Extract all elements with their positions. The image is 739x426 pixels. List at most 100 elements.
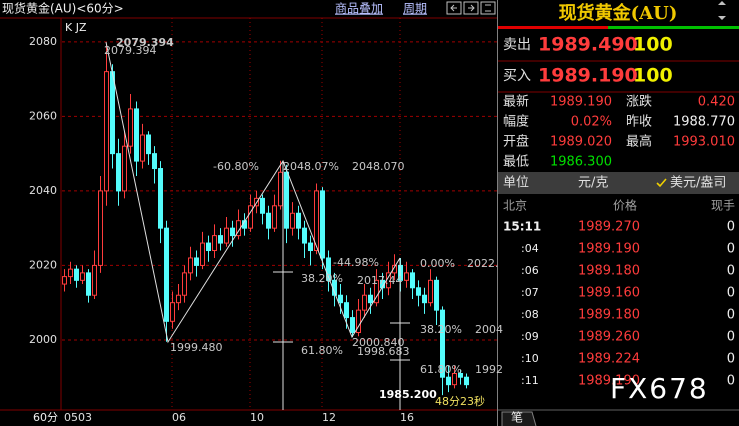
unit-bar [498, 172, 739, 194]
candle-body [92, 264, 97, 296]
buy-label: 买入 [503, 68, 531, 84]
candle-body [296, 212, 301, 229]
candle-body [98, 190, 103, 266]
unit-label: 单位 [503, 176, 529, 191]
candle-body [320, 190, 325, 259]
tick-qty: 0 [727, 242, 735, 257]
nav-buttons[interactable] [446, 1, 496, 15]
candle-body [416, 287, 421, 296]
stat-value: 1989.190 [550, 95, 612, 110]
tab-label[interactable]: 笔 [511, 410, 523, 425]
annotation: 1999.480 [170, 341, 223, 354]
candle-body [392, 264, 397, 274]
tick-price: 1989.224 [578, 352, 640, 367]
annotation: 2000.840 [352, 336, 405, 349]
candle-body [164, 227, 169, 322]
y-tick-label: 2080 [29, 35, 57, 48]
check[interactable] [656, 178, 667, 188]
stat-value: 0.02% [571, 115, 612, 130]
stat-label: 涨跌 [626, 94, 652, 110]
zigzag [105, 41, 410, 410]
unit-option[interactable]: 美元/盎司 [670, 176, 726, 191]
sell-qty: 100 [633, 34, 673, 56]
candle-body [278, 171, 283, 207]
annotation: 1992 [475, 363, 503, 376]
overlay-button[interactable]: 商品叠加 [335, 1, 383, 16]
candle-body [422, 294, 427, 304]
candle-body [182, 272, 187, 296]
candle-body [134, 108, 139, 162]
tick-qty: 0 [727, 308, 735, 323]
stat-label: 最新 [503, 94, 529, 110]
annotation: -60.80% [213, 160, 259, 173]
stat-label: 开盘 [503, 134, 529, 150]
annotation: 38.20% [420, 323, 462, 336]
stat-value: 1989.020 [550, 135, 612, 150]
tick-time: :06 [521, 264, 539, 277]
candle-body [446, 376, 451, 386]
unit-option[interactable]: 元/克 [578, 176, 608, 191]
candle-body [326, 257, 331, 281]
tick-time: :11 [521, 374, 539, 387]
col-head: 价格 [613, 198, 637, 213]
y-tick-label: 2020 [29, 258, 57, 271]
candle-body [410, 272, 415, 289]
tick-price: 1989.190 [578, 242, 640, 257]
candle-body [248, 205, 253, 229]
candle-body [68, 268, 73, 278]
tick-price: 1989.180 [578, 264, 640, 279]
color-strip [608, 26, 739, 29]
stat-label: 最低 [503, 155, 529, 170]
tick-time: :04 [521, 242, 539, 255]
stat-label: 昨收 [626, 115, 652, 130]
candle-body [128, 108, 133, 147]
annotation: -44.98% [333, 256, 379, 269]
candle-body [104, 71, 109, 192]
scroll-arrows[interactable] [718, 1, 726, 20]
candle-body [116, 153, 121, 192]
tick-qty: 0 [727, 220, 735, 235]
tick-list: 15:11 1989.270 0:04 1989.190 0:06 1989.180 0:0… [503, 220, 735, 389]
candle-body [368, 294, 373, 304]
annotation: 1998.683 [357, 345, 410, 358]
quote-title: 现货黄金(AU) [559, 2, 678, 24]
annotation: 2004 [475, 323, 503, 336]
candle-body [338, 294, 343, 304]
candle-body [86, 272, 91, 296]
candle-body [230, 227, 235, 237]
col-head: 北京 [503, 199, 527, 213]
sell-label: 卖出 [503, 37, 531, 53]
tick-time: :07 [521, 286, 539, 299]
candle-body [452, 372, 457, 386]
candle-body [74, 268, 79, 281]
period-button[interactable]: 周期 [403, 2, 427, 16]
candle-body [80, 272, 85, 281]
y-tick-label: 2000 [29, 333, 57, 346]
annotation: 1985.200 [379, 388, 437, 401]
tab[interactable] [501, 411, 537, 426]
x-unit: 60分 [33, 411, 58, 424]
candle-body [374, 279, 379, 304]
stat-value: 0.420 [698, 95, 735, 110]
stats: 最新 1989.190 涨跌 0.420 幅度 0.02% 昨收 1988.770 开盘 1989… [503, 94, 735, 170]
indicator: K JZ [65, 21, 87, 34]
annotation: 2017.44 [357, 274, 403, 287]
tick-time: :08 [521, 308, 539, 321]
candle-body [362, 294, 367, 311]
tick-price: 1989.180 [578, 308, 640, 323]
candle-body [272, 205, 277, 229]
candle-body [206, 242, 211, 252]
tick-price: 1989.190 [578, 374, 640, 389]
candle-body [224, 227, 229, 244]
candle-body [110, 71, 115, 155]
annotation: 2022. [467, 257, 499, 270]
stat-label: 幅度 [503, 114, 529, 130]
buy-qty: 100 [633, 65, 673, 87]
candle-body [194, 257, 199, 266]
candle-body [356, 309, 361, 333]
color-strip [498, 26, 608, 29]
x-tick-label: 0503 [64, 411, 92, 424]
